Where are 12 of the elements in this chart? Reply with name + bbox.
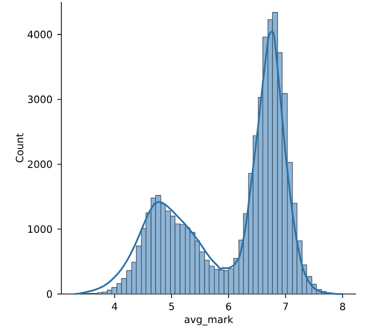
x-tick-label: 4 <box>112 302 118 310</box>
x-tick-label: 8 <box>340 302 346 310</box>
y-tick-label: 1000 <box>28 225 52 233</box>
x-axis-title: avg_mark <box>184 315 234 326</box>
x-tick-label: 5 <box>169 302 174 310</box>
x-tick-label: 7 <box>283 302 288 310</box>
y-tick-label: 2000 <box>28 160 52 168</box>
y-tick-label: 0 <box>46 290 52 298</box>
y-tick-label: 3000 <box>28 96 52 104</box>
x-tick-label: 6 <box>226 302 232 310</box>
y-axis-title: Count <box>16 133 24 162</box>
y-tick-label: 4000 <box>28 30 52 38</box>
